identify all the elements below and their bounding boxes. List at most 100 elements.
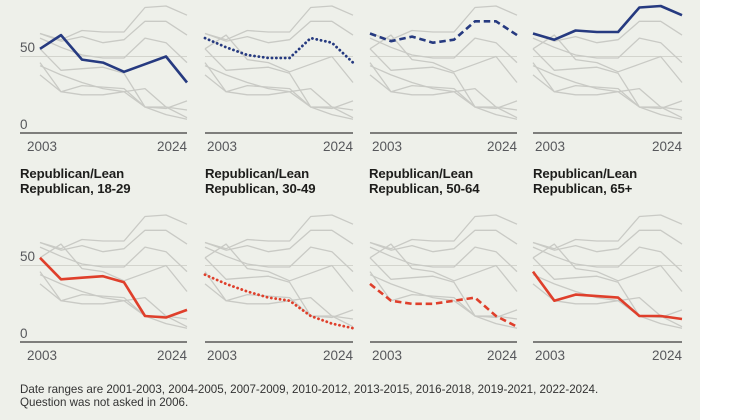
context-line-rep-50-64: [532, 283, 683, 328]
context-line-top-col3: [204, 229, 354, 253]
x-tick-label-end: 2024: [652, 139, 683, 154]
context-line-rep-50-64: [39, 283, 188, 328]
panel-rep-30-49: 2003 2024: [203, 214, 355, 363]
panel-top-age-65plus: 2003 2024: [532, 4, 683, 154]
title-line-2: Republican, 30-49: [205, 180, 316, 196]
x-tick-label-end: 2024: [323, 348, 354, 363]
title-line-2: Republican, 50-64: [369, 180, 480, 196]
title-line-2: Republican, 65+: [533, 180, 633, 196]
panel-top-age-30-49: 2003 2024: [203, 5, 355, 154]
context-line-top-col2: [39, 37, 188, 64]
context-line-rep-65plus: [369, 62, 518, 111]
context-line-top-col1: [39, 243, 188, 292]
context-line-top-col3: [204, 20, 354, 44]
context-line-rep-30-49: [369, 274, 518, 329]
context-line-rep-18-29: [369, 48, 518, 110]
footnote-line-1: Date ranges are 2001-2003, 2004-2005, 20…: [20, 383, 599, 396]
title-line-1: Republican/Lean: [533, 166, 638, 181]
x-tick-label-end: 2024: [487, 139, 518, 154]
x-tick-label-start: 2003: [27, 348, 57, 363]
context-line-top-col1: [369, 243, 518, 292]
context-line-rep-18-29: [204, 257, 354, 319]
highlight-line-top-col4: [532, 4, 683, 42]
context-line-top-col3: [369, 229, 518, 253]
highlight-line-rep-30-49: [203, 273, 355, 330]
x-tick-label-start: 2003: [207, 139, 237, 154]
panel-title-rep-18-29: Republican/Lean Republican, 18-29: [20, 166, 195, 196]
panel-top-age-50-64: 2003 2024: [369, 5, 518, 154]
context-line-top-col4: [369, 5, 518, 41]
context-line-rep-50-64: [369, 74, 518, 119]
title-line-1: Republican/Lean: [205, 166, 310, 181]
context-line-top-col2: [369, 37, 518, 64]
context-line-top-col4: [369, 214, 518, 250]
chart-canvas: 50 0 2003 2024 2003 2024 2003 2024 2003 2024 R…: [0, 0, 700, 420]
context-line-top-col3: [532, 229, 683, 253]
y-tick-label-50: 50: [20, 40, 35, 55]
highlight-line-rep-65plus: [531, 270, 683, 321]
context-line-rep-50-64: [39, 74, 188, 119]
panel-rep-65plus: 2003 2024: [531, 214, 683, 363]
context-line-rep-30-49: [39, 274, 188, 329]
context-line-top-col4: [204, 214, 354, 250]
highlight-line-top-col3: [369, 19, 518, 45]
context-line-rep-30-49: [204, 65, 354, 120]
x-tick-label-start: 2003: [535, 348, 565, 363]
context-line-top-col4: [39, 214, 188, 250]
context-line-rep-65plus: [204, 62, 354, 111]
title-line-1: Republican/Lean: [369, 166, 474, 181]
context-line-rep-18-29: [532, 48, 683, 110]
x-tick-label-start: 2003: [207, 348, 237, 363]
x-tick-label-end: 2024: [652, 348, 683, 363]
x-tick-label-end: 2024: [323, 139, 354, 154]
context-line-top-col1: [204, 34, 354, 83]
y-tick-label-50: 50: [20, 249, 35, 264]
context-line-top-col2: [369, 246, 518, 273]
context-line-rep-18-29: [369, 257, 518, 319]
context-line-top-col2: [39, 246, 188, 273]
context-line-top-col3: [532, 20, 683, 44]
panel-title-rep-65plus: Republican/Lean Republican, 65+: [533, 166, 708, 196]
context-line-rep-18-29: [39, 48, 188, 110]
footnote: Date ranges are 2001-2003, 2004-2005, 20…: [20, 383, 690, 409]
x-tick-label-end: 2024: [157, 139, 188, 154]
title-line-2: Republican, 18-29: [20, 180, 131, 196]
y-tick-label-0: 0: [20, 117, 28, 132]
context-line-rep-30-49: [532, 65, 683, 120]
highlight-line-rep-18-29: [39, 256, 188, 319]
context-line-top-col2: [204, 246, 354, 273]
panel-rep-18-29: 50 0 2003 2024: [20, 214, 188, 363]
context-line-rep-18-29: [204, 48, 354, 110]
highlight-line-rep-50-64: [369, 282, 518, 328]
title-line-1: Republican/Lean: [20, 166, 125, 181]
x-tick-label-end: 2024: [157, 348, 188, 363]
context-line-top-col2: [532, 246, 683, 273]
context-line-top-col4: [532, 214, 683, 250]
context-line-rep-65plus: [204, 271, 354, 320]
context-line-rep-65plus: [39, 62, 188, 111]
x-tick-label-start: 2003: [535, 139, 565, 154]
context-line-rep-50-64: [204, 283, 354, 328]
highlight-line-top-col1: [39, 33, 189, 84]
context-line-rep-50-64: [532, 74, 683, 119]
x-tick-label-end: 2024: [487, 348, 518, 363]
context-line-rep-65plus: [369, 271, 518, 320]
panel-rep-50-64: 2003 2024: [369, 214, 518, 363]
context-line-top-col1: [204, 243, 354, 292]
y-tick-label-0: 0: [20, 326, 28, 341]
context-line-rep-30-49: [39, 65, 188, 120]
x-tick-label-start: 2003: [372, 139, 402, 154]
x-tick-label-start: 2003: [372, 348, 402, 363]
context-line-rep-30-49: [369, 65, 518, 120]
context-line-top-col4: [204, 5, 354, 41]
context-line-top-col2: [532, 37, 683, 64]
x-tick-label-start: 2003: [27, 139, 57, 154]
footnote-line-2: Question was not asked in 2006.: [20, 396, 189, 409]
context-line-rep-65plus: [532, 62, 683, 111]
panel-top-age-18-29: 50 0 2003 2024: [20, 5, 189, 154]
panel-title-rep-50-64: Republican/Lean Republican, 50-64: [369, 166, 544, 196]
context-line-top-col1: [532, 243, 683, 292]
highlight-line-top-col2: [203, 36, 355, 64]
context-line-top-col3: [39, 229, 188, 253]
